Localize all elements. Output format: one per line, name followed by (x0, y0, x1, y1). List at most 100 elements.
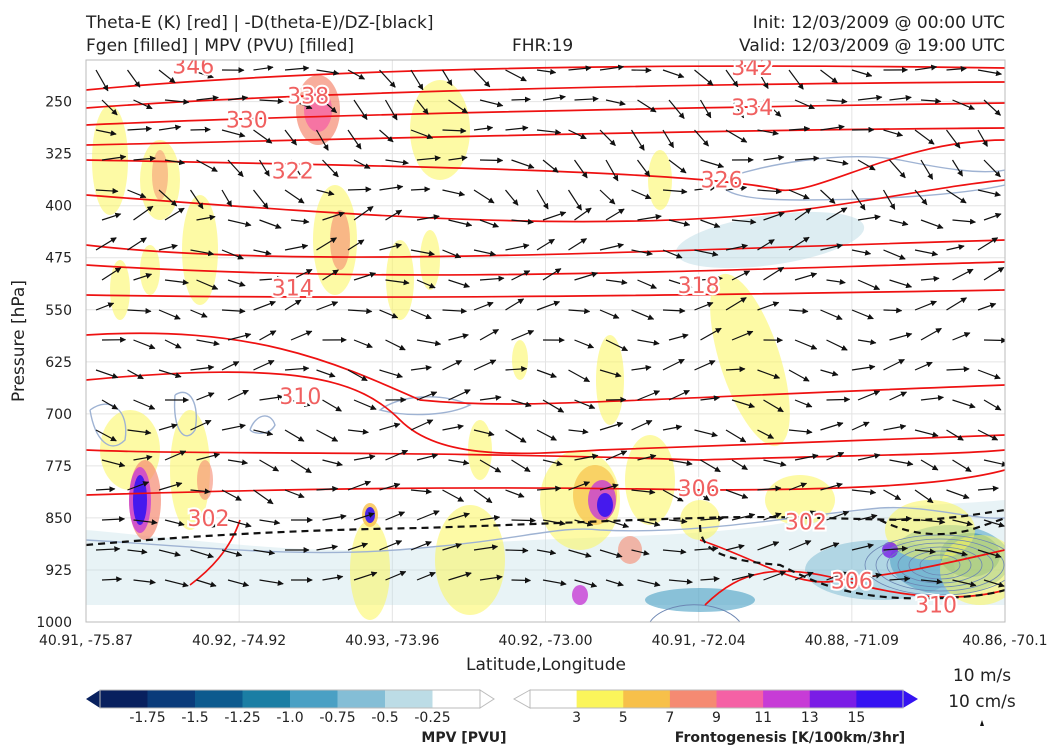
wind-vector (763, 154, 785, 161)
wind-vector (952, 332, 971, 341)
wind-vector (410, 419, 434, 431)
wind-vector (473, 429, 495, 437)
wind-vector (385, 511, 406, 521)
wind-vector (637, 453, 657, 461)
wind-vector (857, 94, 883, 101)
wind-vector (851, 249, 872, 256)
mpv-colorbar-segment (290, 690, 338, 708)
wind-vector (511, 517, 536, 524)
wind-vector (505, 243, 530, 251)
mpv-colorbar-tick: -0.25 (414, 710, 450, 726)
wind-vector (511, 218, 534, 225)
wind-vector (914, 361, 933, 371)
wind-vector (820, 309, 843, 320)
wind-vector (952, 459, 972, 473)
wind-vector (920, 459, 939, 471)
wind-vector (290, 159, 304, 181)
wind-vector (416, 391, 438, 401)
wind-vector (605, 519, 630, 529)
mpv-contour (649, 604, 741, 622)
wind-vector (479, 394, 502, 401)
wind-vector (983, 579, 1005, 588)
wind-vector (694, 69, 714, 86)
wind-vector (763, 211, 785, 221)
title-line-2: Fgen [filled] | MPV (PVU) [filled] (86, 36, 355, 56)
x-axis-label: Latitude,Longitude (466, 655, 626, 675)
wind-vector (253, 300, 276, 311)
wind-vector (448, 99, 468, 114)
wind-vector (574, 453, 599, 461)
wind-vector (637, 390, 661, 401)
wind-vector (857, 159, 876, 171)
wind-vector (322, 513, 347, 521)
wind-vector (221, 308, 246, 315)
wind-vector (662, 249, 683, 259)
wind-vector (883, 358, 905, 371)
wind-vector (190, 249, 215, 257)
wind-vector (290, 99, 313, 110)
wind-vector (316, 429, 339, 442)
wind-vector (379, 129, 394, 143)
wind-vector (259, 219, 282, 229)
wind-vector (662, 548, 687, 555)
theta-e-label: 342 (731, 56, 773, 81)
wind-vector (316, 485, 339, 492)
wind-vector (284, 489, 305, 499)
fgen-colorbar-frame (529, 689, 904, 709)
wind-vector (574, 271, 598, 281)
wind-vector (442, 308, 467, 315)
wind-vector (259, 579, 284, 586)
wind-vector (977, 485, 999, 492)
wind-vector (952, 579, 977, 588)
wind-vector (284, 299, 302, 311)
wind-vector (851, 489, 877, 496)
shaded-cell (420, 230, 440, 290)
wind-vector (668, 279, 693, 289)
wind-vector (694, 489, 710, 501)
fgen-colorbar-segment (809, 690, 857, 708)
wind-vector (536, 238, 555, 251)
wind-vector (952, 268, 974, 281)
wind-vector (820, 542, 840, 551)
wind-vector (788, 369, 810, 382)
wind-vector (385, 279, 410, 286)
wind-vector (505, 489, 525, 498)
wind-vector (788, 428, 813, 435)
wind-vector (668, 219, 691, 227)
wind-vector (826, 396, 851, 403)
wind-vector (631, 488, 656, 495)
wind-vector (662, 424, 683, 431)
theta-e-label: 310 (915, 594, 957, 619)
wind-vector (190, 419, 212, 431)
wind-vector (259, 330, 277, 341)
wind-vector (536, 485, 562, 492)
wind-vector (542, 94, 566, 101)
plot-frame (85, 59, 1006, 623)
wind-vector (725, 489, 749, 499)
wind-vector (353, 399, 377, 410)
wind-vector (542, 159, 559, 173)
wind-vector (442, 189, 466, 197)
wind-vector (133, 339, 156, 350)
wind-vector (568, 369, 591, 383)
wind-vector (347, 129, 362, 150)
wind-vector (731, 330, 754, 341)
wind-vector (385, 159, 409, 166)
theta-e-contour (86, 289, 1005, 298)
theta-e-contour (86, 65, 1005, 91)
wind-vector (227, 159, 244, 178)
wind-vector (694, 360, 716, 371)
wind-vector (700, 327, 722, 341)
wind-vector (505, 298, 525, 311)
mpv-colorbar-extend-low (86, 690, 100, 708)
wind-vector (857, 572, 882, 581)
wind-vector (794, 399, 813, 408)
wind-vector (442, 424, 464, 431)
shaded-cell (435, 505, 505, 615)
wind-vector (221, 361, 240, 371)
stability-contour (879, 516, 1005, 536)
y-tick-label: 325 (45, 147, 72, 163)
fgen-colorbar-segment (669, 690, 717, 708)
shaded-cell (468, 420, 492, 480)
wind-vector (668, 159, 687, 174)
